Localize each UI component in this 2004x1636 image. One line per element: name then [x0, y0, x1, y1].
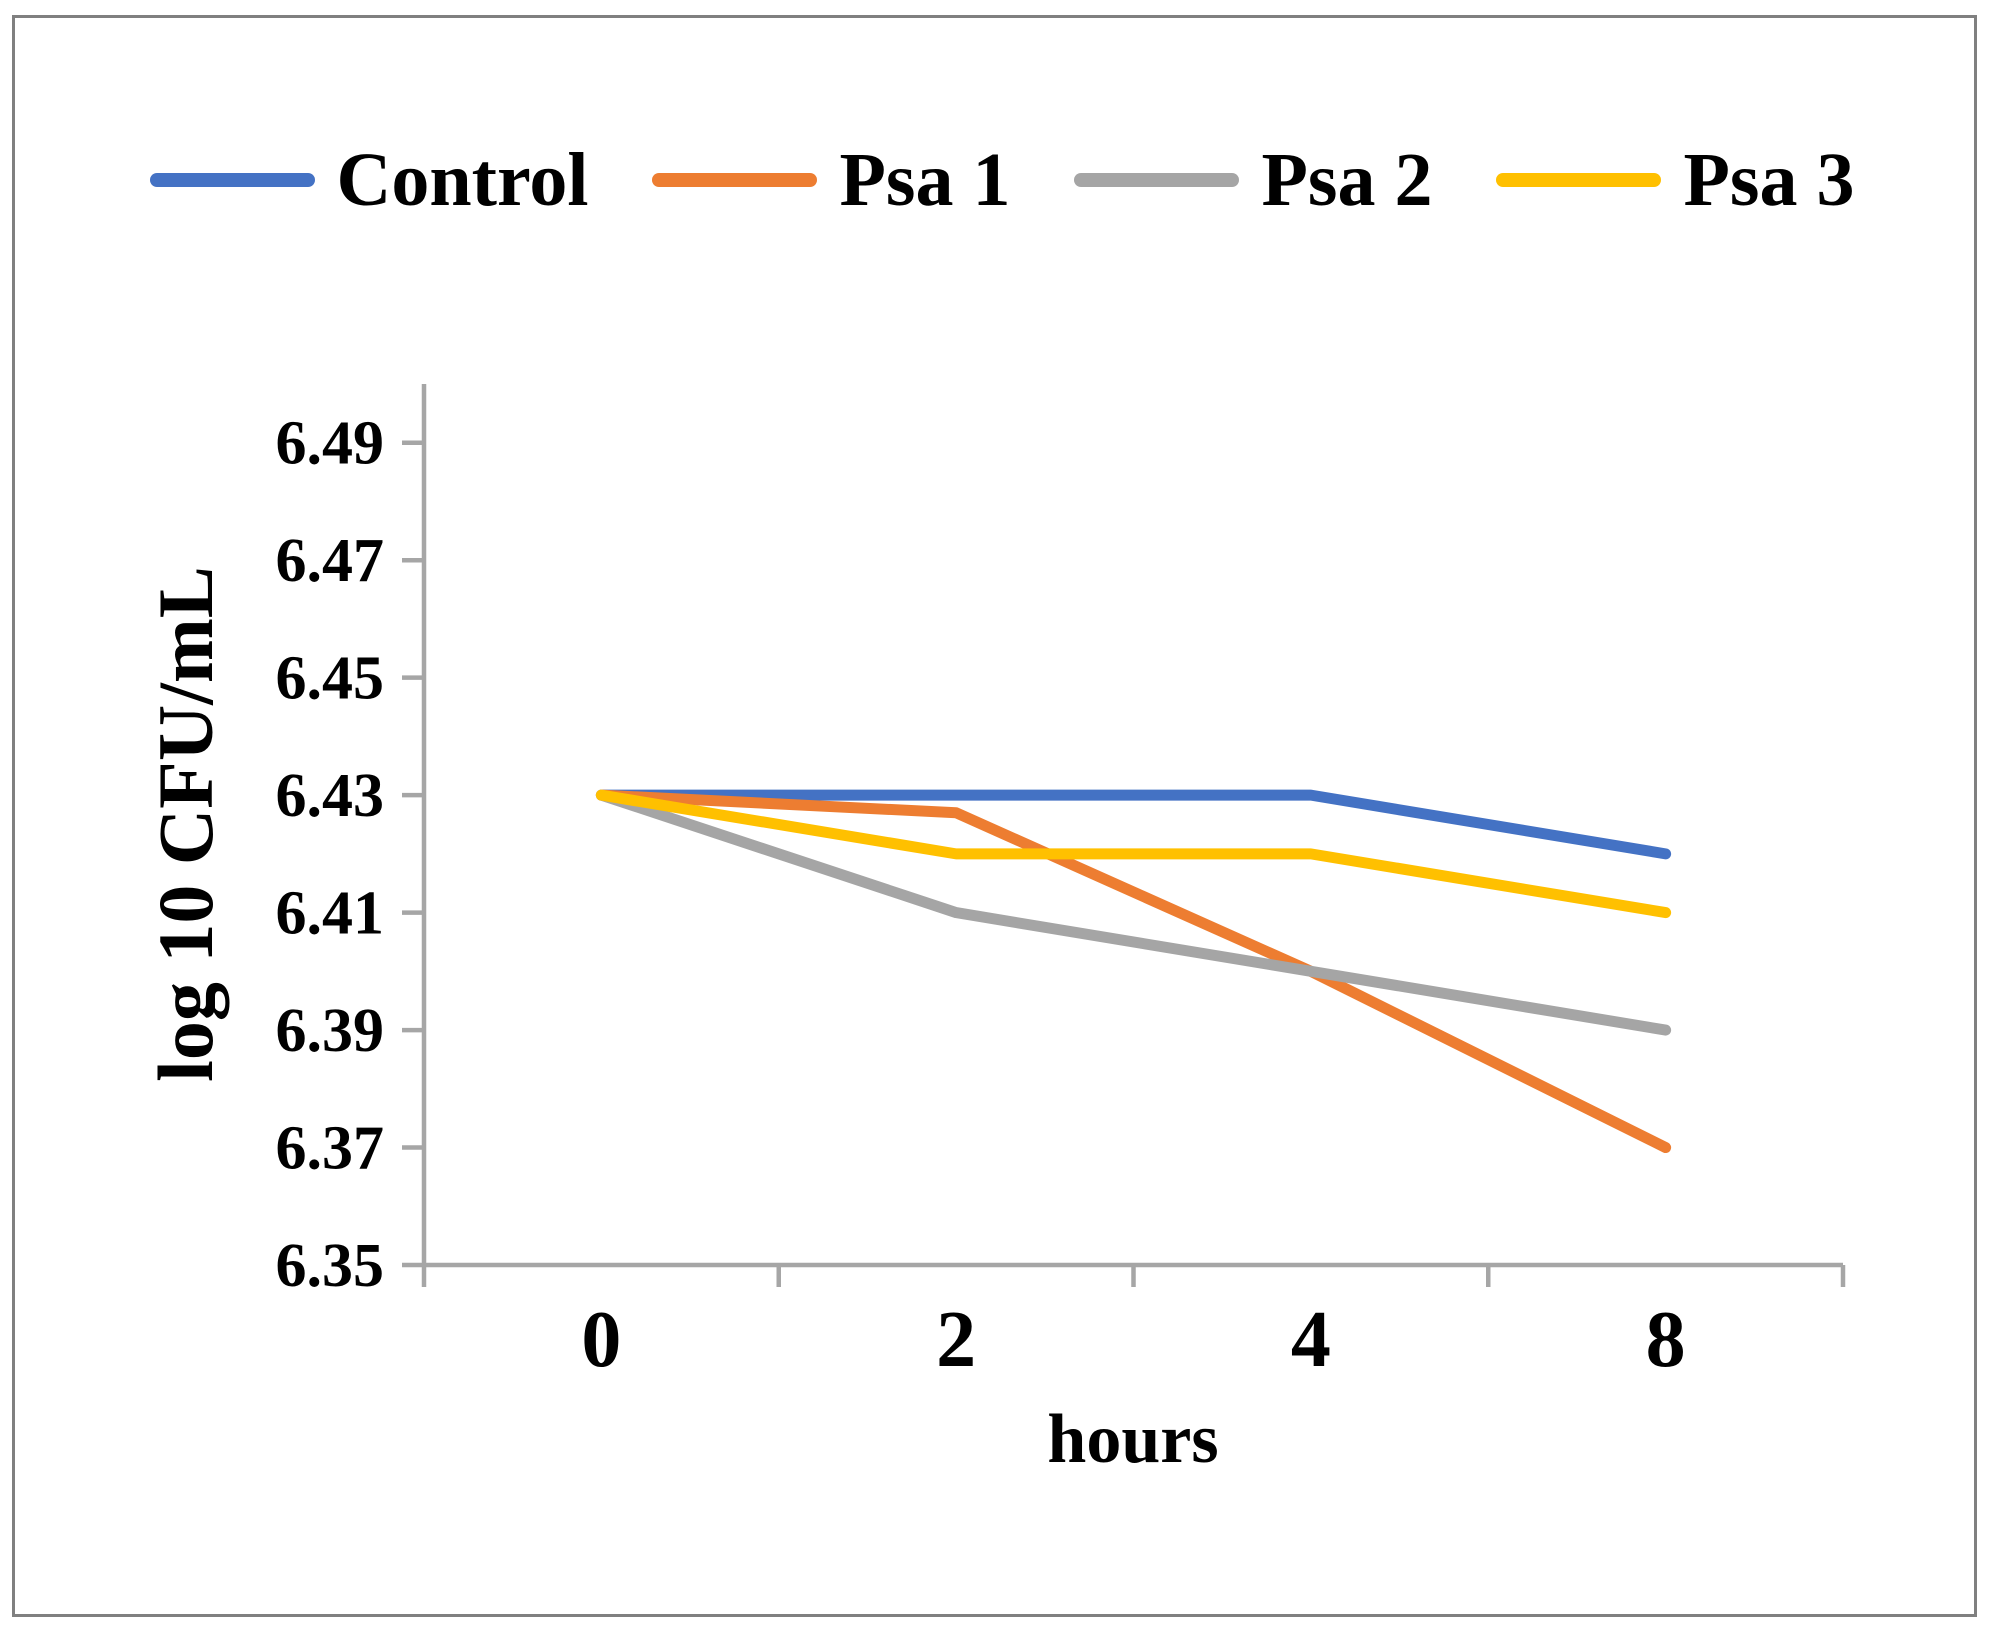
- series-line-psa-1: [595, 789, 1672, 1154]
- legend-item-control: Control: [149, 138, 589, 222]
- y-axis-tick-label: 6.49: [276, 410, 385, 478]
- legend-swatch-psa1: [652, 173, 818, 187]
- legend-label-psa1: Psa 1: [839, 138, 1011, 222]
- x-axis-category-label: 2: [936, 1296, 976, 1384]
- legend-item-psa3: Psa 3: [1496, 142, 1854, 218]
- y-axis-title: log 10 CFU/mL: [142, 566, 229, 1082]
- x-axis-category-label: 4: [1291, 1296, 1331, 1384]
- legend-item-psa2: Psa 2: [1074, 142, 1432, 218]
- x-axis-category-label: 0: [581, 1296, 621, 1384]
- x-axis-title: hours: [1047, 1401, 1218, 1478]
- legend-swatch-psa2: [1074, 173, 1240, 187]
- legend-label-control: Control: [336, 138, 589, 222]
- legend: Control Psa 1 Psa 2 Psa 3: [0, 140, 2004, 220]
- y-axis-tick-label: 6.37: [276, 1115, 385, 1183]
- series-line-psa-3: [595, 789, 1672, 919]
- y-axis-tick-label: 6.35: [276, 1232, 385, 1300]
- legend-swatch-control: [149, 173, 315, 187]
- legend-swatch-psa3: [1496, 173, 1662, 187]
- series-line-control: [595, 789, 1672, 860]
- legend-label-psa2: Psa 2: [1261, 138, 1433, 222]
- series-line-psa-2: [595, 789, 1672, 1036]
- legend-label-psa3: Psa 3: [1683, 138, 1855, 222]
- x-axis-category-label: 8: [1646, 1296, 1686, 1384]
- y-axis-tick-label: 6.47: [276, 527, 385, 595]
- y-axis-tick-label: 6.43: [276, 762, 385, 830]
- plot-area: 6.35 6.37 6.39 6.41 6.43 6.45 6.47 6.49 0 2 4 8: [276, 384, 1846, 1384]
- y-axis-tick-label: 6.39: [276, 997, 385, 1065]
- y-axis-tick-label: 6.45: [276, 645, 385, 713]
- y-axis-tick-label: 6.41: [276, 880, 385, 948]
- legend-item-psa1: Psa 1: [652, 142, 1010, 218]
